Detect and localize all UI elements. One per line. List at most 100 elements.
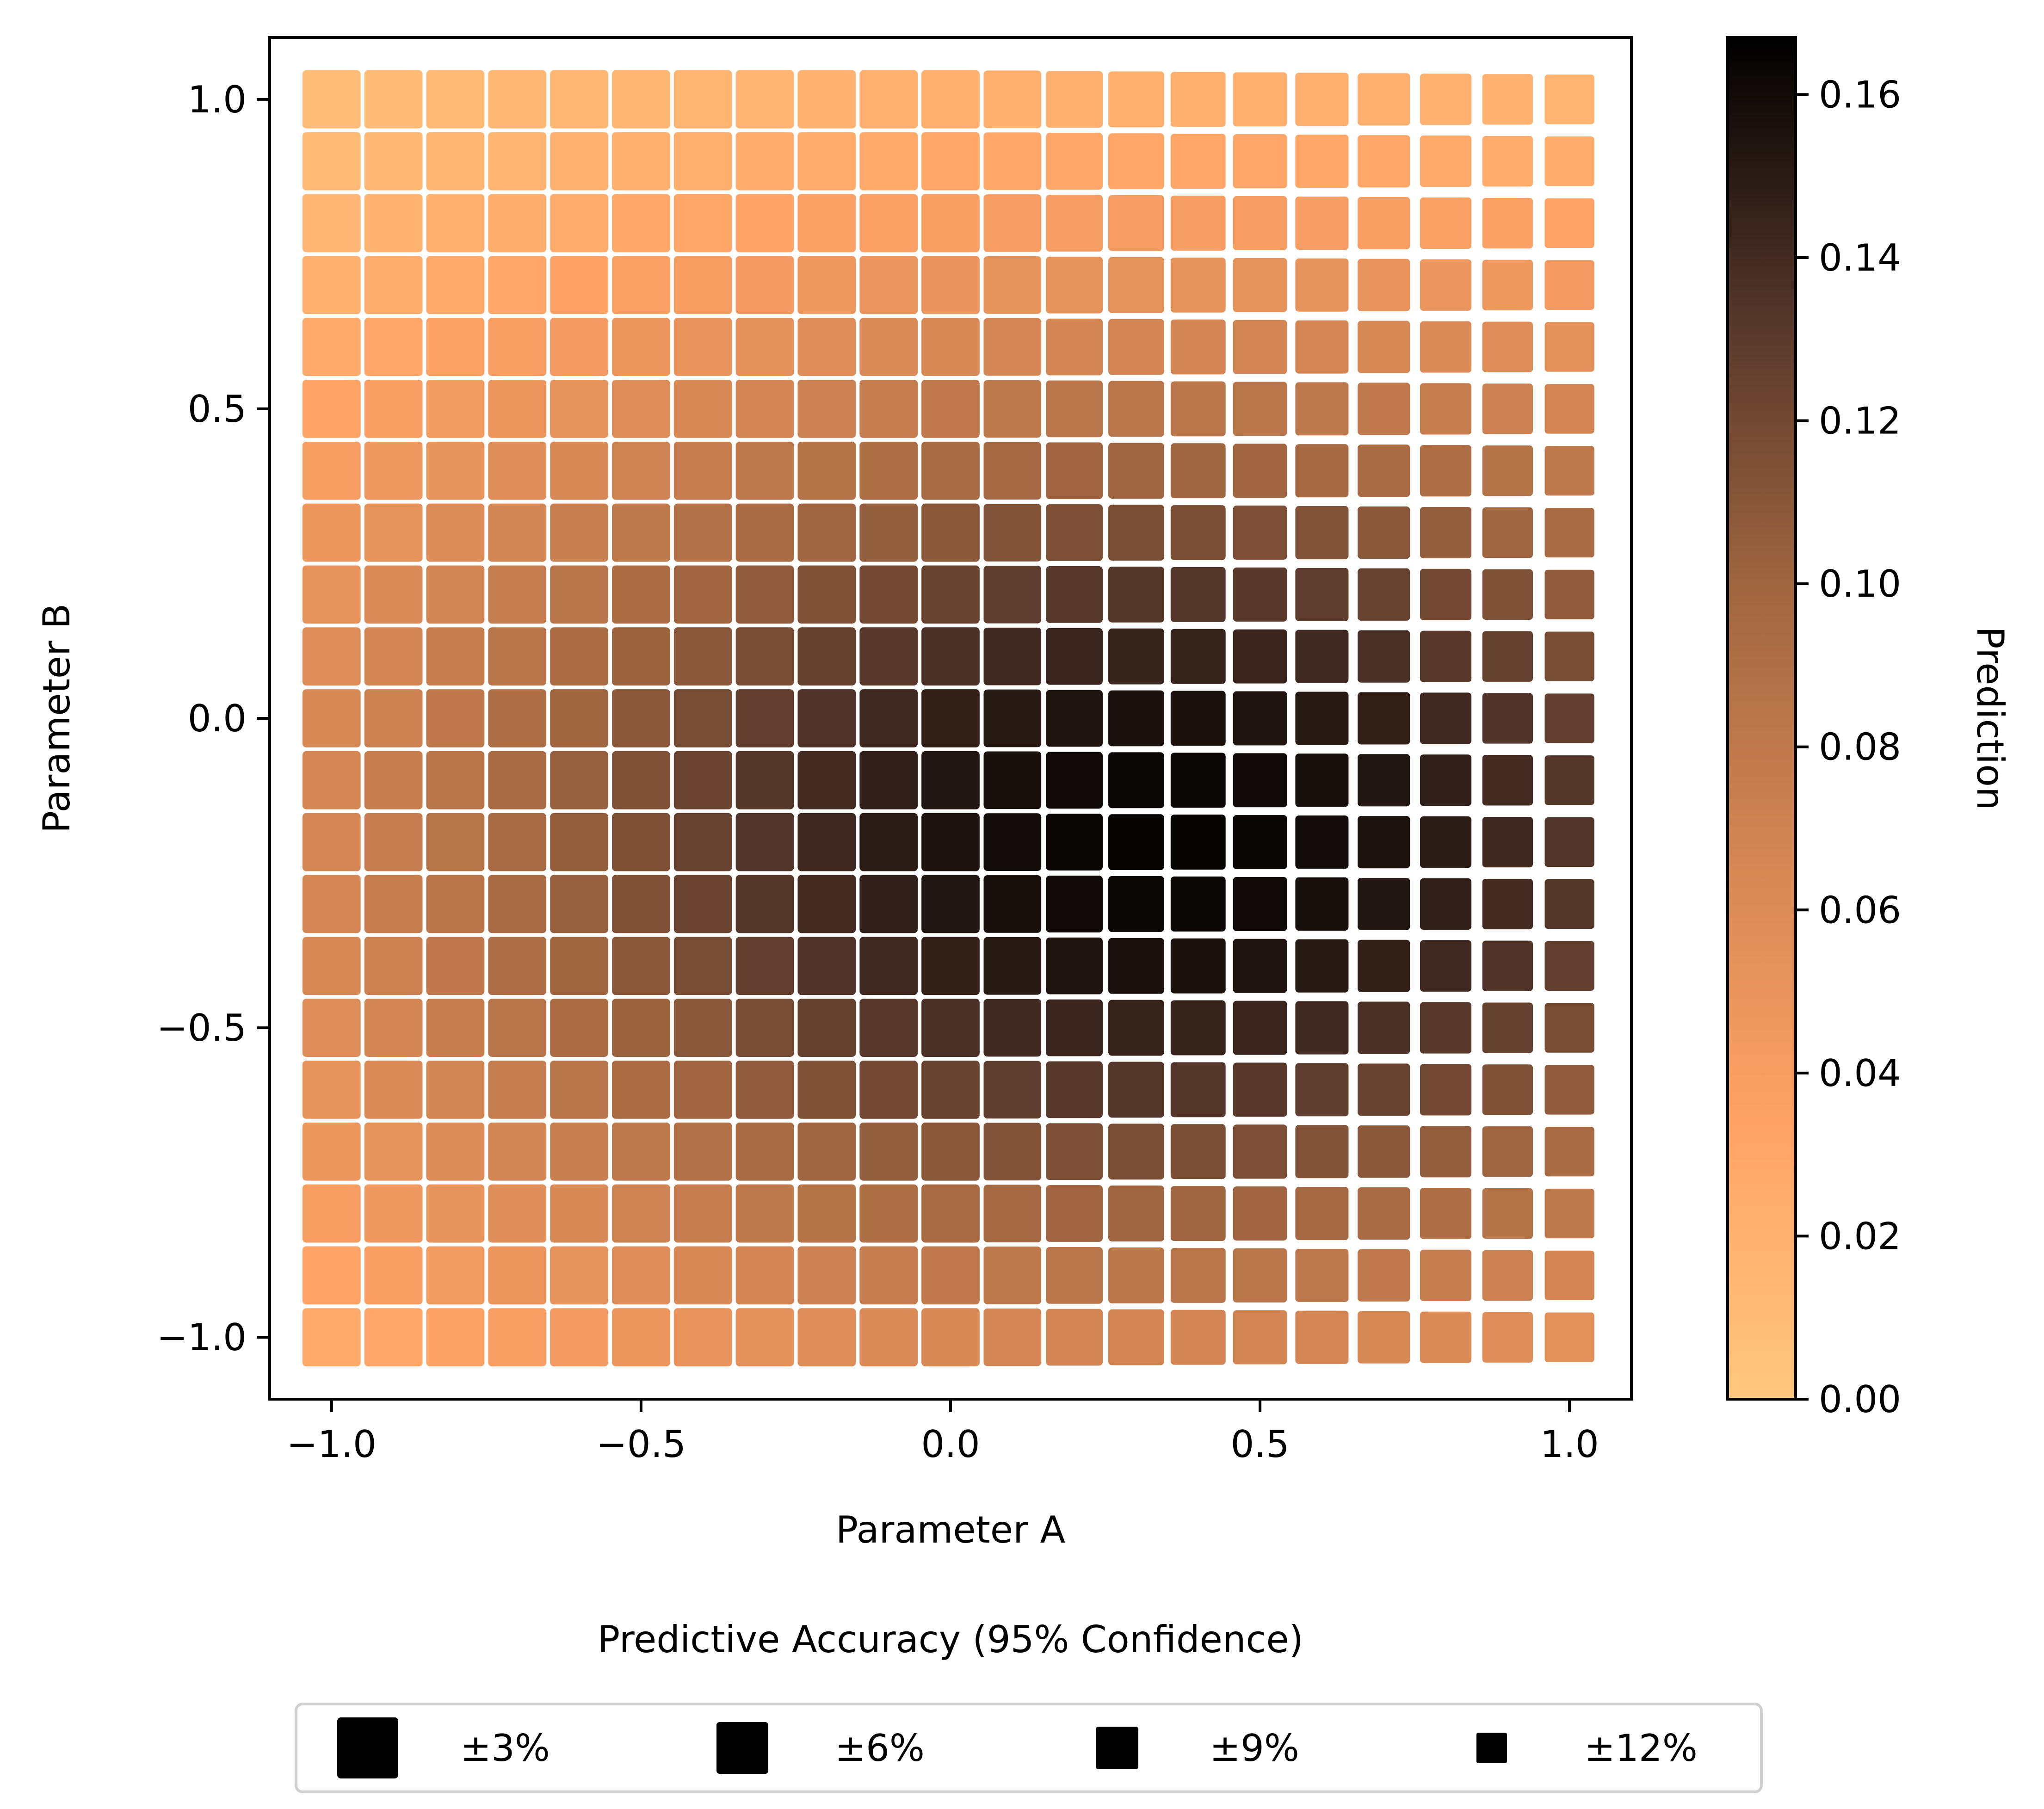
heatmap-cell [1356, 257, 1412, 313]
legend-label: ±9% [1210, 1727, 1299, 1770]
heatmap-cell [610, 1182, 672, 1245]
heatmap-cell [362, 68, 425, 130]
heatmap-cell [610, 687, 672, 749]
heatmap-cell [1106, 441, 1166, 501]
heatmap-cell [796, 811, 858, 873]
heatmap-cell [1418, 1000, 1474, 1056]
heatmap-cell [548, 873, 610, 935]
heatmap-cell [486, 1306, 549, 1369]
heatmap-cell [1293, 442, 1351, 500]
heatmap-cell [1480, 505, 1535, 560]
heatmap-cell [796, 254, 858, 316]
heatmap-cell [1044, 378, 1105, 439]
heatmap-cell [734, 997, 796, 1059]
heatmap-cell [486, 130, 549, 192]
heatmap-cell [796, 997, 858, 1059]
heatmap-cell [424, 439, 487, 502]
heatmap-cell [1106, 503, 1166, 562]
heatmap-cell [1168, 1060, 1228, 1119]
heatmap-cell [1106, 1184, 1166, 1243]
y-tick-label: 0.0 [188, 697, 247, 740]
legend-label: ±6% [835, 1727, 925, 1770]
heatmap-cell [548, 1182, 610, 1245]
heatmap-cell [1106, 812, 1166, 872]
heatmap-cell [982, 687, 1044, 749]
heatmap-cell [1293, 1061, 1351, 1118]
heatmap-cell [1543, 134, 1596, 188]
heatmap-cell [1106, 626, 1166, 686]
heatmap-cell [982, 378, 1044, 440]
heatmap-cell [982, 1183, 1044, 1244]
heatmap-cell [1356, 752, 1412, 809]
heatmap-cell [1543, 1125, 1596, 1179]
heatmap-cell [1168, 194, 1228, 253]
heatmap-cell [424, 68, 487, 130]
heatmap-cell [362, 1120, 425, 1183]
heatmap-cell [1356, 133, 1412, 190]
heatmap-cell [982, 316, 1044, 378]
heatmap-cell [362, 130, 425, 192]
heatmap-cell [1231, 132, 1289, 191]
heatmap-cell [1168, 875, 1228, 933]
heatmap-cell [486, 1182, 549, 1245]
heatmap-cell [1418, 753, 1474, 808]
heatmap-cell [1044, 502, 1105, 563]
heatmap-cell [858, 873, 920, 935]
heatmap-cell [672, 997, 734, 1059]
heatmap-cell [796, 749, 858, 811]
heatmap-cell [796, 68, 858, 130]
heatmap-cell [300, 439, 363, 502]
heatmap-cell [1231, 442, 1289, 500]
heatmap-cell [1106, 998, 1166, 1058]
heatmap-cell [548, 687, 610, 749]
heatmap-cell [1106, 193, 1166, 253]
heatmap-cell [1168, 441, 1228, 500]
heatmap-cell [610, 1120, 672, 1183]
heatmap-cell [548, 1306, 610, 1369]
heatmap-cell [486, 254, 549, 316]
heatmap-cell [858, 997, 920, 1059]
heatmap-cell [1293, 875, 1351, 932]
heatmap-cell [300, 687, 363, 749]
heatmap-cell [362, 687, 425, 749]
heatmap-cell [610, 935, 672, 997]
heatmap-cell [1231, 256, 1289, 314]
heatmap-cell [424, 130, 487, 192]
heatmap-cell [672, 1244, 734, 1307]
heatmap-cell [982, 440, 1044, 502]
heatmap-cell [1044, 316, 1105, 377]
heatmap-cell [548, 130, 610, 192]
heatmap-cell [486, 811, 549, 873]
heatmap-cell [1543, 939, 1596, 993]
heatmap-cell [1231, 1185, 1289, 1243]
heatmap-cell [734, 1244, 796, 1307]
heatmap-cell [1168, 1308, 1228, 1367]
heatmap-cell [300, 1182, 363, 1245]
heatmap-cell [796, 1059, 858, 1121]
heatmap-cell [1106, 564, 1166, 624]
heatmap-cell [1044, 1059, 1105, 1120]
heatmap-cell [920, 997, 982, 1059]
heatmap-cell [548, 501, 610, 564]
heatmap-cell [1480, 938, 1535, 993]
heatmap-cell [362, 1306, 425, 1369]
heatmap-cell [1168, 936, 1228, 995]
legend-marker [1096, 1727, 1138, 1769]
heatmap-cell [548, 378, 610, 440]
colorbar [1726, 36, 1797, 1401]
heatmap-cell [920, 935, 982, 997]
heatmap-cell [1480, 691, 1535, 746]
heatmap-cell [1231, 380, 1289, 438]
heatmap-cell [1106, 379, 1166, 439]
heatmap-cell [1293, 628, 1351, 685]
heatmap-cell [982, 1306, 1044, 1368]
heatmap-cell [362, 873, 425, 935]
heatmap-cell [1044, 812, 1105, 873]
heatmap-cell [1293, 380, 1351, 438]
heatmap-cell [672, 130, 734, 192]
heatmap-cell [1356, 938, 1412, 994]
heatmap-cell [1106, 936, 1166, 996]
heatmap-cell [1293, 1185, 1351, 1242]
y-axis-ticks: −1.0 −0.5 0.0 0.5 1.0 [157, 78, 270, 1359]
